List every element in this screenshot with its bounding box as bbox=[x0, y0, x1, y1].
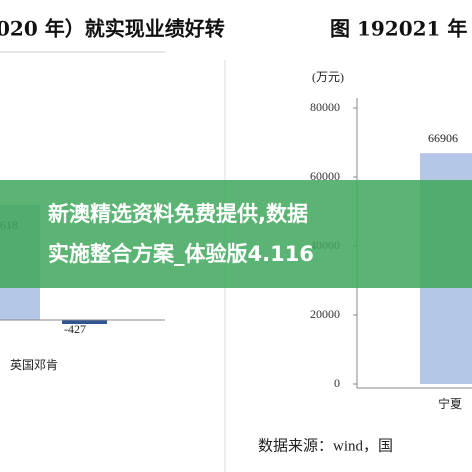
banner-line: 实施整合方案_体验版4.116 bbox=[48, 242, 314, 266]
banner: 新澳精选资料免费提供,数据 实施整合方案_体验版4.116 bbox=[0, 180, 472, 288]
y-tick-label: 60000 bbox=[310, 169, 340, 183]
category-label: 英国邓肯 bbox=[10, 358, 58, 372]
left-title: 020 年）就实现业绩好转 bbox=[0, 17, 225, 41]
y-tick-label: 80000 bbox=[310, 100, 340, 114]
banner-line: 新澳精选资料免费提供,数据 bbox=[48, 202, 308, 226]
category-label: 宁夏 bbox=[438, 396, 462, 411]
unit-label: (万元) bbox=[312, 70, 344, 84]
value-label: -427 bbox=[64, 322, 86, 336]
y-tick-label: 20000 bbox=[310, 307, 340, 321]
value-label: 66906 bbox=[428, 131, 458, 145]
bar bbox=[62, 320, 107, 324]
right-title: 图 192021 年 bbox=[330, 17, 467, 41]
footer: 数据来源：wind，国 bbox=[258, 437, 393, 454]
y-tick-label: 0 bbox=[334, 376, 340, 390]
